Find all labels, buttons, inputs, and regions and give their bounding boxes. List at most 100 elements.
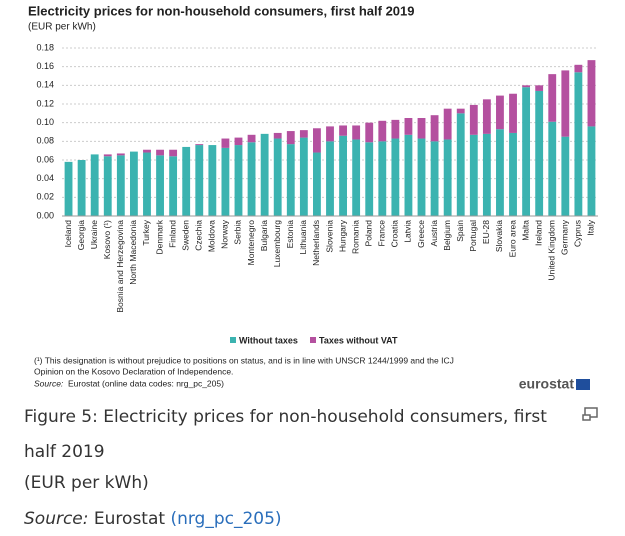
x-tick-label: Hungary — [337, 219, 347, 252]
bar-segment — [143, 152, 151, 216]
bar-segment — [221, 147, 230, 216]
x-tick-label: Ukraine — [89, 220, 99, 250]
bar-segment — [247, 142, 256, 216]
bar-segment — [548, 74, 557, 122]
y-tick-label: 0.14 — [36, 80, 54, 90]
bar-segment — [77, 160, 86, 216]
x-tick-label: Euro area — [507, 220, 517, 258]
bar-segment — [64, 161, 73, 216]
bar-segment — [339, 125, 347, 136]
x-tick-label: Finland — [167, 220, 177, 248]
x-tick-label: Slovakia — [494, 220, 504, 252]
caption-unit: (EUR per kWh) — [24, 473, 149, 493]
logo: eurostat — [519, 376, 575, 392]
x-tick-label: Denmark — [154, 219, 164, 254]
bar-segment — [443, 108, 452, 140]
x-tick-label: Bulgaria — [259, 220, 269, 251]
caption-source-link[interactable]: (nrg_pc_205) — [170, 509, 282, 529]
bar-segment — [496, 95, 504, 130]
bar-segment — [299, 137, 308, 216]
x-tick-label: Spain — [455, 220, 465, 242]
bar-segment — [509, 93, 517, 133]
bar-segment — [313, 128, 321, 153]
logo-flag — [576, 379, 590, 390]
caption-source: Source: Eurostat (nrg_pc_205) — [24, 509, 282, 529]
bar-segment — [535, 85, 544, 91]
bar-segment — [116, 153, 125, 156]
y-tick-label: 0.12 — [36, 98, 54, 108]
bar-segment — [391, 119, 400, 139]
x-tick-label: Estonia — [285, 220, 295, 249]
x-tick-label: Slovenia — [324, 220, 334, 253]
bar-segment — [326, 141, 334, 216]
legend-swatch — [310, 337, 316, 343]
y-tick-label: 0.08 — [36, 136, 54, 146]
x-tick-label: Bosnia and Herzegovina — [115, 220, 125, 313]
bar-segment — [561, 136, 570, 216]
bar-segment — [273, 132, 282, 139]
caption-title: Figure 5: Electricity prices for non-hou… — [24, 407, 547, 462]
x-tick-label: Lithuania — [298, 220, 308, 255]
bar-segment — [156, 155, 164, 216]
x-tick-label: Iceland — [63, 220, 73, 248]
source-text: Eurostat (online data codes: nrg_pc_205) — [68, 378, 224, 388]
bar-segment — [352, 125, 361, 140]
bar-segment — [443, 139, 452, 216]
bar-segment — [587, 60, 596, 127]
bar-segment — [391, 138, 400, 216]
bar-segment — [273, 138, 282, 216]
y-tick-label: 0.10 — [36, 117, 54, 127]
bar-segment — [482, 99, 491, 134]
bar-segment — [456, 113, 465, 216]
y-tick-label: 0.16 — [36, 61, 54, 71]
bar-segment — [103, 154, 112, 157]
bar-segment — [169, 156, 178, 216]
x-tick-label: EU-28 — [481, 220, 491, 244]
bar-segment — [574, 64, 583, 73]
bar-segment — [234, 137, 243, 146]
x-tick-label: Montenegro — [246, 220, 256, 266]
bar-segment — [195, 144, 204, 146]
x-tick-label: Czechia — [194, 220, 204, 251]
legend-swatch — [230, 337, 236, 343]
y-tick-label: 0.04 — [36, 173, 54, 183]
bar-segment — [365, 142, 374, 216]
bar-segment — [313, 152, 321, 216]
x-tick-label: Sweden — [180, 220, 190, 251]
x-tick-label: Malta — [520, 220, 530, 241]
bar-segment — [208, 145, 217, 216]
bar-segment — [430, 141, 439, 216]
x-tick-label: Portugal — [468, 220, 478, 252]
bar-segment — [430, 115, 439, 142]
bar-segment — [574, 72, 583, 217]
y-tick-label: 0.00 — [36, 210, 54, 220]
bar-segment — [482, 133, 491, 216]
bar-segment — [378, 141, 387, 216]
y-tick-label: 0.18 — [36, 42, 54, 52]
x-tick-label: Moldova — [207, 220, 217, 252]
x-tick-label: Luxembourg — [272, 220, 282, 268]
x-tick-label: Belgium — [442, 220, 452, 251]
bar-segment — [365, 122, 374, 143]
bar-segment — [195, 145, 204, 216]
x-tick-label: Croatia — [390, 220, 400, 248]
bar-segment — [535, 90, 544, 216]
x-tick-label: Kosovo (¹) — [102, 220, 112, 259]
bar-segment — [103, 156, 112, 216]
x-tick-label: Ireland — [533, 220, 543, 246]
bar-segment — [522, 85, 531, 88]
bar-segment — [116, 155, 125, 216]
bar-segment — [548, 121, 557, 216]
bar-segment — [404, 118, 413, 135]
x-tick-label: Austria — [429, 220, 439, 247]
bar-segment — [469, 134, 478, 216]
bar-segment — [286, 144, 295, 216]
caption-source-prefix: Source: — [24, 509, 89, 529]
bar-segment — [156, 149, 164, 156]
footnote: Opinion on the Kosovo Declaration of Ind… — [34, 366, 233, 376]
expand-icon[interactable] — [582, 406, 600, 422]
bar-segment — [143, 149, 151, 153]
chart: Electricity prices for non-household con… — [28, 3, 598, 392]
footnote: (¹) This designation is without prejudic… — [34, 355, 454, 365]
bar-segment — [404, 134, 413, 216]
